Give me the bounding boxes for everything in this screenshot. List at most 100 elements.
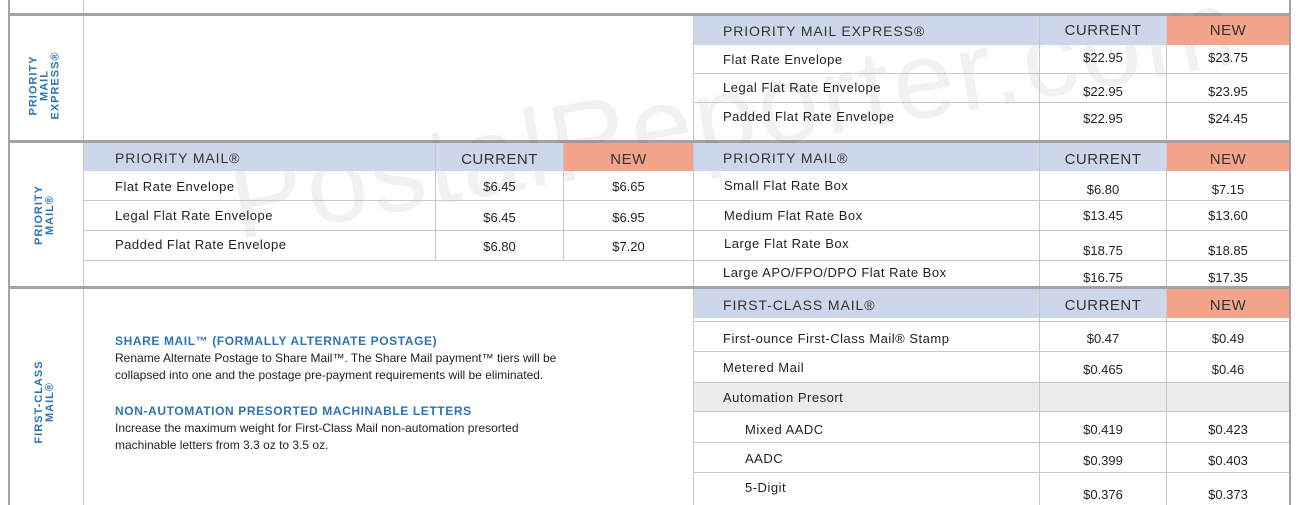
non-automation-note-title: NON-AUTOMATION PRESORTED MACHINABLE LETT… [115, 404, 472, 418]
priority-right-current-header: CURRENT [1064, 151, 1142, 168]
table-row-new: $13.60 [1208, 208, 1248, 223]
table-row-name: Small Flat Rate Box [724, 178, 849, 193]
priority-left-header [84, 143, 435, 171]
table-row-name: Medium Flat Rate Box [724, 208, 863, 223]
first-class-new-header: NEW [1209, 297, 1247, 314]
table-row-name: Mixed AADC [745, 422, 824, 437]
express-header [694, 16, 1039, 45]
first-class-header-current-bg [1040, 289, 1166, 318]
table-row-current: $13.45 [1083, 208, 1123, 223]
section-divider-top [8, 13, 1291, 16]
non-automation-note-body: Increase the maximum weight for First-Cl… [115, 421, 519, 452]
priority-left-header-new-bg [564, 143, 693, 171]
table-row-new: $17.35 [1208, 270, 1248, 285]
priority-left-col-divider-1 [435, 143, 436, 261]
table-row-name: Flat Rate Envelope [723, 52, 843, 67]
express-col-divider-1 [1039, 16, 1040, 140]
first-class-table-title: FIRST-CLASS MAIL® [723, 297, 876, 313]
express-table-title: PRIORITY MAIL EXPRESS® [723, 23, 926, 39]
table-row-name: Legal Flat Rate Envelope [115, 208, 273, 223]
table-row-new: $7.15 [1211, 182, 1245, 197]
share-mail-note-body: Rename Alternate Postage to Share Mail™.… [115, 351, 557, 382]
table-row-new: $18.85 [1208, 243, 1248, 258]
section-divider-first-class [8, 286, 1291, 289]
table-row-name: Large APO/FPO/DPO Flat Rate Box [723, 265, 947, 280]
priority-right-col-divider-2 [1166, 143, 1167, 286]
section-label-first-class-mail: FIRST-CLASS MAIL® [33, 360, 56, 444]
table-row-current: $22.95 [1083, 50, 1123, 65]
label-column-divider [83, 0, 84, 505]
table-row-name: Flat Rate Envelope [115, 179, 235, 194]
table-row-name: First-ounce First-Class Mail® Stamp [723, 331, 950, 346]
table-row-current: $22.95 [1083, 84, 1123, 99]
first-class-header [694, 289, 1039, 318]
table-row-new: $7.20 [612, 239, 645, 254]
first-class-row-divider [694, 411, 1289, 412]
table-row-current: $0.399 [1083, 453, 1123, 468]
priority-right-header-current-bg [1040, 143, 1166, 171]
table-row-new: $24.45 [1208, 111, 1248, 126]
express-new-header: NEW [1209, 22, 1247, 39]
express-table-left-border [693, 16, 694, 140]
table-row-name: Padded Flat Rate Envelope [723, 109, 895, 124]
table-row-current: $0.465 [1083, 362, 1123, 377]
express-current-header: CURRENT [1064, 22, 1142, 39]
priority-right-left-border [693, 143, 694, 286]
priority-left-current-header: CURRENT [461, 151, 538, 168]
priority-right-row-divider [694, 200, 1289, 201]
first-class-row-divider [694, 442, 1289, 443]
priority-left-header-current-bg [436, 143, 563, 171]
priority-right-new-header: NEW [1209, 151, 1247, 168]
priority-left-row-divider [84, 230, 693, 231]
priority-right-header-new-bg [1167, 143, 1289, 171]
automation-presort-row-bg [694, 382, 1289, 411]
table-row-current: $16.75 [1083, 270, 1123, 285]
express-row-divider [694, 73, 1289, 74]
table-row-new: $6.95 [612, 210, 645, 225]
priority-right-row-divider [694, 260, 1289, 261]
section-label-priority-mail-express: PRIORITY MAIL EXPRESS® [27, 51, 62, 120]
table-row-name: Metered Mail [723, 360, 805, 375]
table-row-new: $0.423 [1208, 422, 1248, 437]
first-class-row-divider [694, 321, 1289, 322]
priority-left-table-title: PRIORITY MAIL® [115, 150, 241, 166]
table-row-new: $0.49 [1211, 331, 1245, 346]
express-header-current-bg [1040, 16, 1166, 45]
express-header-new-bg [1167, 16, 1289, 45]
table-row-current: $6.80 [1086, 182, 1120, 197]
first-class-col-divider-2 [1166, 289, 1167, 505]
priority-left-new-header: NEW [610, 151, 647, 168]
first-class-left-border [693, 289, 694, 505]
section-divider-priority [8, 140, 1291, 143]
table-row-name: Automation Presort [723, 390, 844, 405]
frame-left-border [8, 0, 10, 505]
express-col-divider-2 [1166, 16, 1167, 140]
section-label-priority-mail: PRIORITY MAIL® [33, 185, 56, 245]
table-row-current: $6.45 [483, 210, 516, 225]
table-row-new: $23.75 [1208, 50, 1248, 65]
priority-left-col-divider-2 [563, 143, 564, 261]
priority-right-col-divider-1 [1039, 143, 1040, 286]
priority-left-row-divider [84, 260, 693, 261]
express-row-divider [694, 102, 1289, 103]
table-row-current: $0.419 [1083, 422, 1123, 437]
table-row-new: $0.373 [1208, 487, 1248, 502]
priority-left-row-divider [84, 200, 693, 201]
table-row-name: 5-Digit [745, 480, 787, 495]
first-class-row-divider [694, 472, 1289, 473]
first-class-col-divider-1 [1039, 289, 1040, 505]
priority-right-table-title: PRIORITY MAIL® [723, 150, 849, 166]
priority-right-header [694, 143, 1039, 171]
table-row-new: $0.46 [1211, 362, 1245, 377]
table-row-current: $0.47 [1086, 331, 1120, 346]
priority-right-row-divider [694, 230, 1289, 231]
table-row-name: Legal Flat Rate Envelope [723, 80, 881, 95]
first-class-row-divider [694, 382, 1289, 383]
table-row-current: $6.80 [483, 239, 516, 254]
table-row-name: Large Flat Rate Box [724, 236, 850, 251]
first-class-header-new-bg [1167, 289, 1289, 318]
table-row-new: $23.95 [1208, 84, 1248, 99]
table-row-name: AADC [745, 451, 784, 466]
table-row-current: $6.45 [483, 179, 516, 194]
first-class-current-header: CURRENT [1064, 297, 1142, 314]
